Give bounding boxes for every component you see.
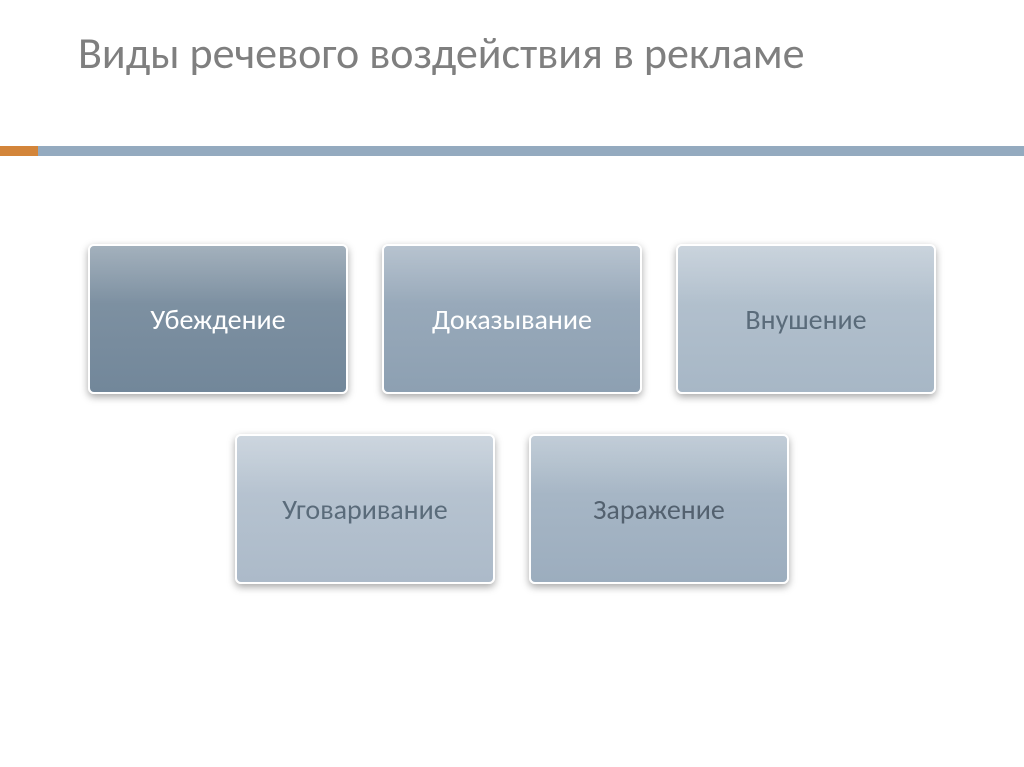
diagram-row-1: Убеждение Доказывание Внушение	[0, 244, 1024, 394]
underline-main	[38, 146, 1024, 156]
slide: Виды речевого воздействия в рекламе Убеж…	[0, 0, 1024, 767]
box-label: Доказывание	[432, 302, 592, 337]
title-underline	[0, 146, 1024, 156]
diagram: Убеждение Доказывание Внушение Уговарива…	[0, 244, 1024, 584]
box-suggestion: Внушение	[676, 244, 936, 394]
underline-accent	[0, 146, 38, 156]
box-coaxing: Уговаривание	[235, 434, 495, 584]
diagram-row-2: Уговаривание Заражение	[0, 434, 1024, 584]
box-label: Заражение	[593, 492, 725, 527]
page-title: Виды речевого воздействия в рекламе	[78, 28, 984, 79]
box-contagion: Заражение	[529, 434, 789, 584]
box-label: Уговаривание	[282, 492, 447, 527]
box-label: Убеждение	[150, 302, 285, 337]
box-persuasion: Убеждение	[88, 244, 348, 394]
box-label: Внушение	[745, 302, 866, 337]
box-proving: Доказывание	[382, 244, 642, 394]
